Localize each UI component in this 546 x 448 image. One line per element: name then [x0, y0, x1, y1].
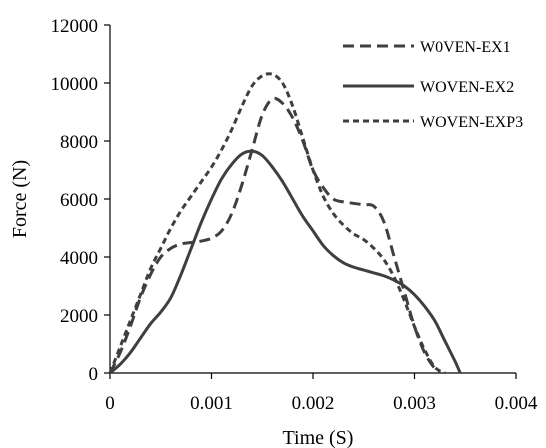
- x-axis-title: Time (S): [283, 427, 354, 448]
- x-tick-label: 0: [105, 393, 115, 414]
- tick-labels: 0 2000 4000 6000 8000 10000 12000 0 0.001 0.002 0.…: [51, 16, 538, 414]
- legend-label-3: WOVEN-EXP3: [420, 114, 523, 131]
- y-axis-title: Force (N): [9, 160, 31, 238]
- y-tick-label: 6000: [60, 190, 98, 211]
- axes: [109, 25, 516, 374]
- legend: W0VEN-EX1 WOVEN-EX2 WOVEN-EXP3: [343, 39, 523, 131]
- y-tick-label: 10000: [51, 74, 99, 95]
- y-tick-label: 12000: [51, 16, 99, 37]
- x-tick-label: 0.003: [393, 393, 436, 414]
- legend-label-2: WOVEN-EX2: [420, 79, 514, 96]
- y-tick-label: 4000: [60, 248, 98, 269]
- series-line-3: [108, 72, 446, 375]
- y-tick-label: 0: [89, 364, 99, 385]
- series-line-1: [108, 96, 441, 375]
- y-tick-label: 2000: [60, 306, 98, 327]
- series-lines: [108, 72, 462, 375]
- tick-marks: [104, 24, 517, 379]
- series-line-2: [109, 149, 462, 375]
- legend-label-1: W0VEN-EX1: [420, 39, 511, 56]
- x-tick-label: 0.001: [190, 393, 233, 414]
- x-tick-label: 0.002: [292, 393, 335, 414]
- x-tick-label: 0.004: [495, 393, 538, 414]
- y-tick-label: 8000: [60, 132, 98, 153]
